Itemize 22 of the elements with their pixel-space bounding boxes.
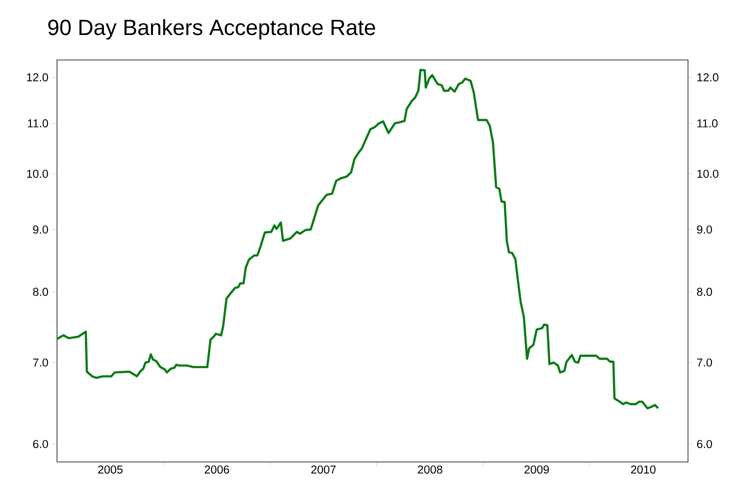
line-series	[57, 68, 660, 410]
text: 7.0	[697, 358, 712, 367]
text: 8.0	[697, 288, 712, 296]
x-tick-label: 2008	[418, 465, 442, 474]
text: 11.0	[697, 119, 718, 128]
y-tick-label: 7.0	[33, 358, 48, 367]
text: 12.0	[697, 73, 718, 82]
y-tick-label: 10.0	[27, 170, 48, 178]
x-tick-label: 2007	[311, 465, 336, 474]
x-tick-label: 2005	[98, 465, 123, 474]
text: 10.0	[697, 170, 718, 178]
x-tick-label: 2010	[631, 465, 656, 474]
y-tick-label: 6.0	[33, 440, 48, 448]
y-tick-label: 9.0	[33, 225, 48, 234]
x-tick-label: 2009	[524, 465, 549, 474]
chart-title: 90 Day Bankers Acceptance Rate	[48, 19, 376, 40]
y-tick-label: 8.0	[33, 288, 48, 296]
text: 6.0	[697, 440, 712, 448]
y-tick-label: 11.0	[28, 119, 48, 128]
x-tick-label: 2006	[204, 465, 230, 474]
y-tick-label: 12.0	[27, 73, 48, 82]
text: 9.0	[697, 225, 712, 234]
